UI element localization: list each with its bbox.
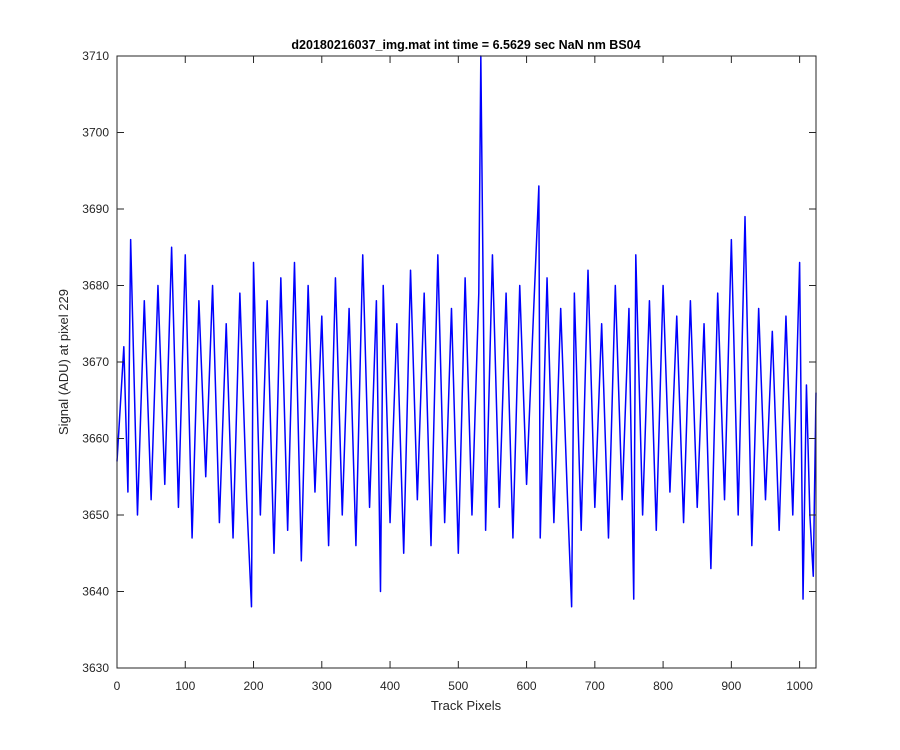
series-line-0 — [116, 55, 817, 608]
y-tick-label-0: 3630 — [82, 661, 109, 675]
y-tick-label-7: 3700 — [82, 126, 109, 140]
x-tick-label-3: 300 — [312, 679, 332, 693]
y-tick-label-5: 3680 — [82, 279, 109, 293]
x-tick-label-9: 900 — [721, 679, 741, 693]
series-layer — [116, 55, 817, 608]
y-axis-label: Signal (ADU) at pixel 229 — [56, 289, 71, 435]
y-tick-label-6: 3690 — [82, 202, 109, 216]
x-tick-label-4: 400 — [380, 679, 400, 693]
y-tick-label-2: 3650 — [82, 508, 109, 522]
chart-title: d20180216037_img.mat int time = 6.5629 s… — [291, 38, 640, 52]
x-tick-label-2: 200 — [244, 679, 264, 693]
x-tick-label-7: 700 — [585, 679, 605, 693]
x-axis-label: Track Pixels — [431, 698, 502, 713]
y-tick-label-4: 3670 — [82, 355, 109, 369]
x-tick-label-10: 1000 — [786, 679, 813, 693]
x-tick-label-5: 500 — [448, 679, 468, 693]
x-tick-label-6: 600 — [517, 679, 537, 693]
y-tick-label-1: 3640 — [82, 585, 109, 599]
y-tick-label-3: 3660 — [82, 432, 109, 446]
x-tick-label-1: 100 — [175, 679, 195, 693]
x-tick-label-0: 0 — [114, 679, 121, 693]
x-tick-label-8: 800 — [653, 679, 673, 693]
y-tick-label-8: 3710 — [82, 49, 109, 63]
tick-layer: 0 100 200 300 400 500 600 700 800 900 1000 3630 3640… — [82, 49, 816, 693]
plot-area — [117, 56, 816, 668]
